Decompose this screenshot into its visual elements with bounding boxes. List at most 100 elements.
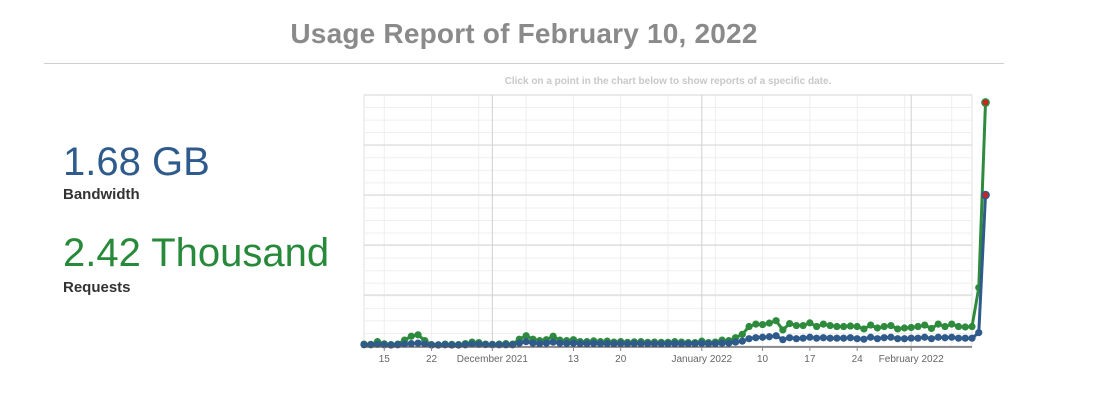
bandwidth-point: [536, 339, 544, 348]
requests-point: [934, 320, 942, 328]
bandwidth-point: [529, 339, 537, 347]
bandwidth-point: [657, 340, 665, 348]
bandwidth-point: [745, 335, 753, 343]
bandwidth-point: [475, 340, 483, 348]
bandwidth-point: [914, 334, 922, 342]
bandwidth-point: [846, 334, 855, 342]
bandwidth-point: [900, 335, 909, 343]
page-title: Usage Report of February 10, 2022: [290, 18, 758, 49]
bandwidth-point: [786, 334, 794, 342]
bandwidth-point: [515, 339, 523, 347]
requests-point: [826, 321, 834, 330]
x-tick-label: 13: [568, 354, 580, 365]
requests-point: [840, 322, 848, 331]
bandwidth-point: [826, 334, 834, 342]
bandwidth-point: [563, 339, 571, 347]
x-tick-label: 10: [757, 354, 769, 365]
bandwidth-label: Bandwidth: [63, 186, 140, 203]
bandwidth-point: [738, 337, 746, 345]
chart-series-layer: [360, 98, 990, 349]
requests-point: [792, 321, 800, 330]
bandwidth-point: [867, 333, 875, 341]
bandwidth-point: [691, 340, 699, 348]
requests-point: [921, 321, 929, 329]
requests-point: [968, 322, 976, 331]
bandwidth-point: [941, 334, 949, 342]
requests-point: [414, 331, 422, 339]
bandwidth-point: [927, 335, 936, 343]
requests-point: [407, 332, 415, 340]
bandwidth-point: [623, 340, 632, 348]
bandwidth-point: [887, 333, 895, 341]
bandwidth-point: [421, 340, 429, 348]
bandwidth-point: [806, 333, 814, 341]
bandwidth-point: [772, 332, 780, 340]
chart-hint: Click on a point in the chart below to s…: [504, 76, 832, 87]
bandwidth-point: [731, 338, 740, 346]
requests-point: [941, 322, 949, 331]
bandwidth-point: [948, 333, 956, 341]
requests-point: [833, 322, 841, 331]
bandwidth-point: [637, 339, 645, 348]
requests-point: [813, 322, 821, 331]
bandwidth-point: [650, 340, 659, 348]
bandwidth-point: [677, 340, 686, 348]
bandwidth-point: [664, 340, 672, 348]
x-tick-label: 22: [426, 354, 438, 365]
bandwidth-point: [698, 339, 706, 347]
x-tick-label: 15: [379, 354, 391, 365]
bandwidth-point: [590, 339, 598, 347]
requests-point: [867, 321, 875, 329]
bandwidth-point: [407, 339, 415, 348]
bandwidth-point: [799, 334, 807, 342]
bandwidth-point: [630, 339, 638, 348]
bandwidth-point: [671, 339, 679, 348]
bandwidth-point: [921, 333, 929, 341]
bandwidth-point: [414, 339, 422, 347]
requests-value: 2.42 Thousand: [63, 231, 330, 275]
requests-point: [786, 320, 794, 328]
bandwidth-point: [894, 335, 902, 343]
requests-label: Requests: [63, 279, 131, 296]
requests-point: [981, 98, 990, 107]
bandwidth-point: [981, 190, 990, 200]
requests-point: [914, 322, 922, 331]
x-tick-label: January 2022: [671, 354, 732, 365]
bandwidth-point: [711, 339, 719, 348]
bandwidth-point: [549, 338, 557, 346]
requests-point: [765, 319, 773, 327]
requests-point: [846, 322, 855, 330]
requests-point: [887, 321, 895, 330]
x-tick-label: 20: [615, 354, 627, 365]
bandwidth-point: [954, 334, 963, 342]
x-tick-label: December 2021: [457, 354, 529, 365]
bandwidth-point: [596, 339, 605, 348]
bandwidth-point: [617, 339, 625, 348]
bandwidth-point: [644, 340, 652, 348]
requests-point: [853, 322, 861, 331]
bandwidth-point: [704, 340, 713, 348]
bandwidth-point: [840, 334, 848, 342]
bandwidth-point: [603, 339, 611, 348]
requests-point: [819, 320, 827, 328]
bandwidth-point: [569, 339, 578, 347]
requests-point: [948, 320, 956, 328]
bandwidth-point: [468, 340, 476, 348]
bandwidth-point: [522, 338, 530, 346]
bandwidth-point: [880, 334, 888, 342]
bandwidth-point: [556, 339, 564, 347]
requests-point: [758, 320, 767, 329]
bandwidth-value: 1.68 GB: [63, 140, 210, 184]
bandwidth-point: [873, 335, 882, 343]
requests-point: [900, 324, 909, 332]
bandwidth-point: [725, 339, 733, 347]
bandwidth-point: [934, 333, 942, 341]
bandwidth-point: [542, 339, 551, 347]
x-tick-label: 17: [804, 354, 816, 365]
requests-point: [799, 321, 807, 330]
bandwidth-point: [583, 339, 591, 348]
bandwidth-point: [975, 329, 983, 337]
requests-point: [880, 322, 888, 331]
bandwidth-point: [400, 340, 409, 348]
